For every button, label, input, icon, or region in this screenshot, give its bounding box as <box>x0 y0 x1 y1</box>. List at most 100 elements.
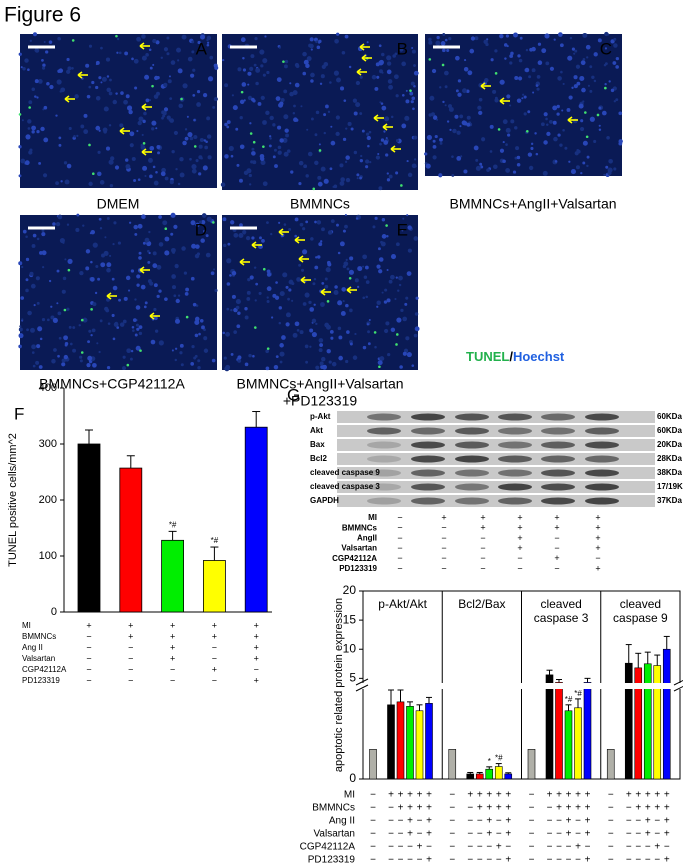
nucleus <box>98 76 102 80</box>
condition-sign: + <box>480 523 485 533</box>
tunel-dot <box>526 130 529 133</box>
nucleus <box>377 247 381 251</box>
nucleus <box>222 217 227 222</box>
nucleus <box>604 62 608 66</box>
nucleus <box>173 294 177 298</box>
nucleus <box>42 173 48 178</box>
nucleus <box>164 250 170 256</box>
nucleus <box>181 246 186 251</box>
nucleus <box>60 87 66 93</box>
nucleus <box>144 301 148 305</box>
nucleus <box>346 267 350 271</box>
nucleus <box>79 355 83 359</box>
bar <box>369 749 377 780</box>
condition-sign: − <box>407 855 413 866</box>
condition-sign: − <box>449 855 455 866</box>
blot-band <box>411 427 445 435</box>
nucleus <box>469 48 475 54</box>
nucleus <box>580 119 584 123</box>
nucleus <box>272 293 277 298</box>
blot-band <box>411 441 445 449</box>
nucleus <box>502 119 508 125</box>
nucleus <box>343 99 347 102</box>
nucleus <box>66 223 70 226</box>
nucleus <box>374 86 379 91</box>
nucleus <box>241 82 247 87</box>
nucleus <box>153 180 159 186</box>
nucleus <box>298 263 302 267</box>
condition-sign: + <box>407 790 413 801</box>
nucleus <box>112 243 115 246</box>
condition-sign: + <box>170 642 175 652</box>
condition-sign: + <box>554 523 559 533</box>
nucleus <box>521 97 524 100</box>
condition-sign: − <box>554 563 559 573</box>
group-label: Bcl2/Bax <box>458 597 506 611</box>
nucleus <box>224 83 229 88</box>
nucleus <box>105 308 110 313</box>
nucleus <box>156 145 161 149</box>
nucleus <box>164 176 169 181</box>
nucleus <box>404 302 408 306</box>
nucleus <box>148 157 153 163</box>
nucleus <box>377 152 380 156</box>
nucleus <box>356 177 359 180</box>
nucleus <box>337 251 341 255</box>
nucleus <box>288 279 294 285</box>
nucleus <box>266 70 270 75</box>
nucleus <box>279 138 284 143</box>
nucleus <box>40 126 45 132</box>
nucleus <box>436 35 440 40</box>
nucleus <box>135 323 139 327</box>
nucleus <box>528 75 532 79</box>
nucleus <box>466 122 471 127</box>
condition-sign: − <box>547 816 553 827</box>
arrow-head <box>382 123 388 131</box>
nucleus <box>87 340 91 344</box>
nucleus <box>457 92 462 97</box>
nucleus <box>580 60 586 66</box>
y-tick-label: 200 <box>39 494 57 506</box>
nucleus <box>143 111 147 116</box>
nucleus <box>273 364 279 370</box>
nucleus <box>283 114 289 120</box>
nucleus <box>330 336 334 340</box>
nucleus <box>509 104 512 107</box>
nucleus <box>545 117 548 121</box>
nucleus <box>35 360 40 365</box>
nucleus <box>148 251 151 255</box>
nucleus <box>239 116 243 120</box>
nucleus <box>484 78 489 83</box>
nucleus <box>514 126 518 130</box>
nucleus <box>103 106 109 112</box>
condition-sign: − <box>370 855 376 866</box>
condition-sign: − <box>449 842 455 853</box>
nucleus <box>431 68 437 74</box>
nucleus <box>195 244 200 249</box>
nucleus <box>170 247 176 253</box>
nucleus <box>171 149 175 154</box>
nucleus <box>409 91 414 96</box>
nucleus <box>407 225 412 230</box>
nucleus <box>575 165 580 170</box>
nucleus <box>18 145 22 149</box>
nucleus <box>258 291 262 295</box>
condition-label: CGP42112A <box>22 665 67 674</box>
nucleus <box>439 137 443 142</box>
arrow-head <box>251 241 257 249</box>
nucleus <box>125 275 131 281</box>
nucleus <box>27 68 30 72</box>
condition-sign: − <box>467 855 473 866</box>
nucleus <box>137 120 142 126</box>
nucleus <box>170 60 176 65</box>
condition-label: Ang II <box>22 643 43 652</box>
tunel-dot <box>28 106 31 109</box>
band-label: cleaved caspase 9 <box>310 468 380 477</box>
nucleus <box>314 220 317 224</box>
nucleus <box>310 72 315 78</box>
nucleus <box>284 128 289 133</box>
nucleus <box>195 159 199 163</box>
nucleus <box>516 98 522 103</box>
nucleus <box>410 100 414 104</box>
nucleus <box>192 68 196 72</box>
